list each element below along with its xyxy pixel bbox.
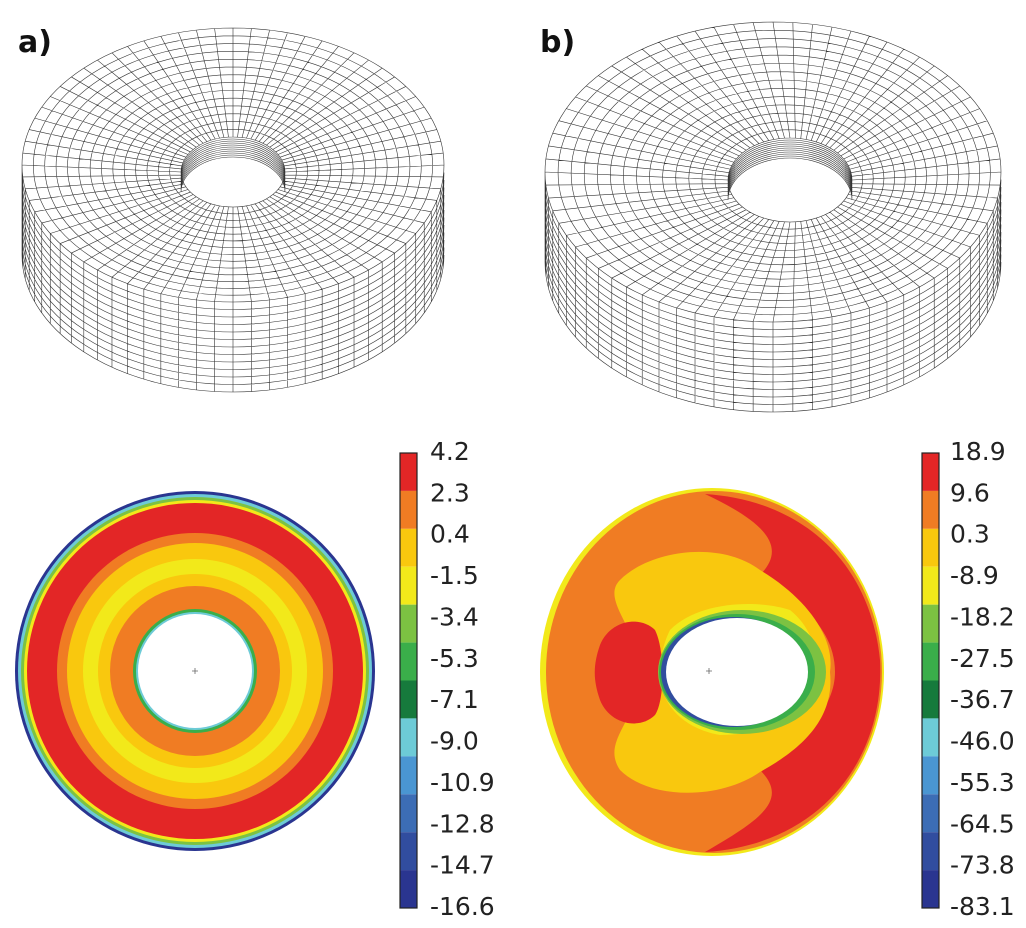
colorbar-segment: [400, 680, 417, 719]
colorbar-segment: [922, 490, 939, 529]
colorbar-segment: [400, 870, 417, 908]
colorbar-label: 9.6: [950, 478, 990, 507]
colorbar-segment: [400, 832, 417, 871]
colorbar-label: 4.2: [430, 437, 470, 466]
colorbar-label: -1.5: [430, 561, 479, 590]
panel-label: b): [540, 25, 575, 60]
colorbar-segment: [922, 718, 939, 757]
panel-label: a): [18, 25, 52, 60]
mesh-lines: [21, 27, 445, 393]
colorbar-segment: [922, 642, 939, 681]
colorbar-segment: [400, 604, 417, 643]
colorbar-label: -83.1: [950, 892, 1015, 921]
colorbar-label: -9.0: [430, 727, 479, 756]
colorbar-label: 0.3: [950, 520, 990, 549]
colorbar-label: -7.1: [430, 685, 479, 714]
mesh-lines: [544, 21, 1002, 413]
colorbar-label: -3.4: [430, 602, 479, 631]
colorbar-segment: [922, 794, 939, 833]
colorbar-segment: [400, 453, 417, 491]
colorbar-segment: [922, 756, 939, 795]
colorbar-frame: [399, 452, 418, 909]
colorbar-label: 0.4: [430, 520, 470, 549]
contour-b: [540, 488, 884, 856]
colorbar-segment: [922, 453, 939, 491]
colorbar-segment: [400, 566, 417, 605]
colorbar-label: -46.0: [950, 727, 1015, 756]
colorbar-label: -5.3: [430, 644, 479, 673]
colorbar-label: -55.3: [950, 768, 1015, 797]
colorbar-label: 18.9: [950, 437, 1006, 466]
colorbar-label: -14.7: [430, 851, 495, 880]
colorbar-segment: [400, 756, 417, 795]
colorbar-segment: [922, 680, 939, 719]
colorbar-label: -8.9: [950, 561, 999, 590]
colorbar-label: -73.8: [950, 851, 1015, 880]
colorbar-segment: [922, 832, 939, 871]
colorbars: 4.2 2.3 0.4 -1.5 -3.4 -5.3 -7.1 -9.0 -10.9 -12.8 -…: [399, 437, 1015, 921]
colorbar-label: 2.3: [430, 478, 470, 507]
colorbar-label: -27.5: [950, 644, 1015, 673]
colorbar-label: -36.7: [950, 685, 1015, 714]
colorbar-segment: [400, 642, 417, 681]
colorbar-segment: [400, 528, 417, 567]
colorbar-label: -64.5: [950, 809, 1015, 838]
mesh-a: [21, 27, 445, 393]
contour-a: [15, 491, 375, 851]
colorbar-segment: [922, 528, 939, 567]
colorbar-segment: [922, 566, 939, 605]
colorbar-segment: [400, 794, 417, 833]
colorbar-segment: [922, 604, 939, 643]
colorbar-segment: [400, 490, 417, 529]
colorbar-label: -10.9: [430, 768, 495, 797]
colorbar-segment: [922, 870, 939, 908]
colorbar-label: -16.6: [430, 892, 495, 921]
mesh-b: [544, 21, 1002, 413]
colorbar-label: -18.2: [950, 602, 1015, 631]
colorbar-segment: [400, 718, 417, 757]
colorbar-frame: [921, 452, 940, 909]
colorbar-label: -12.8: [430, 809, 495, 838]
